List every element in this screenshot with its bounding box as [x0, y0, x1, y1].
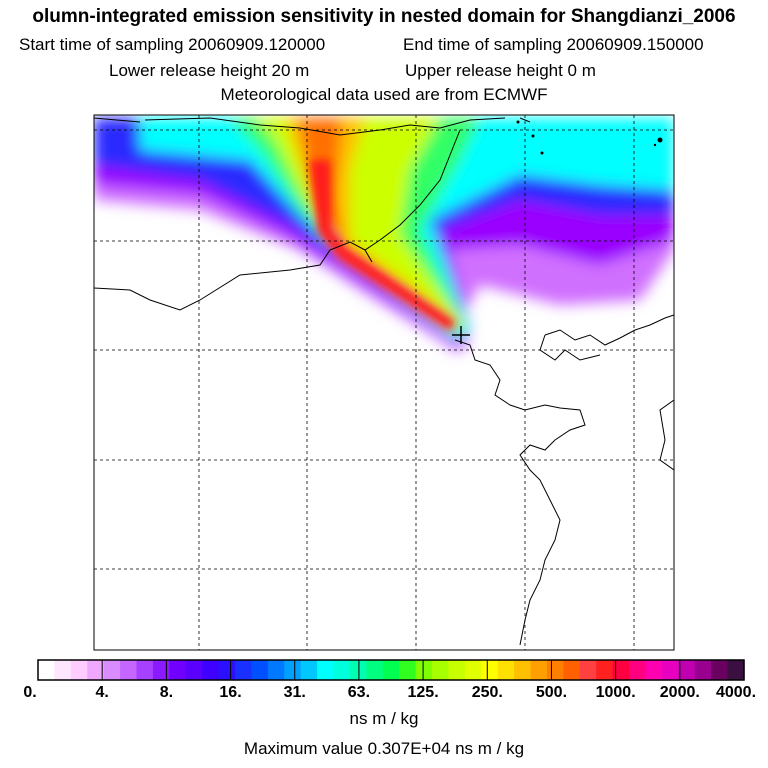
islands [516, 120, 663, 155]
legend-swatch [629, 660, 647, 680]
legend-swatch [169, 660, 187, 680]
legend-swatch [54, 660, 72, 680]
legend-swatch [694, 660, 712, 680]
legend-tick-label: 4. [95, 684, 109, 701]
legend-swatch [235, 660, 253, 680]
legend-swatch [152, 660, 170, 680]
legend-tick-lines [101, 660, 681, 680]
map-frame [93, 114, 675, 651]
legend-swatch [415, 660, 433, 680]
legend-tick-label: 125. [407, 684, 439, 701]
legend-swatch [514, 660, 532, 680]
legend-tick-label: 1000. [595, 684, 636, 701]
color-legend [37, 659, 745, 681]
legend-units-label: ns m / kg [349, 709, 419, 728]
legend-tick-label: 31. [283, 684, 306, 701]
legend-swatch [70, 660, 88, 680]
legend-swatch [136, 660, 154, 680]
legend-swatch [563, 660, 581, 680]
legend-swatch [38, 660, 56, 680]
legend-swatch [251, 660, 269, 680]
legend-swatch [579, 660, 597, 680]
legend-swatch [711, 660, 729, 680]
end-time-label: End time of sampling 20060909.150000 [403, 35, 704, 54]
legend-tick-label: 4000. [715, 684, 757, 701]
legend-swatch [103, 660, 121, 680]
legend-swatch [546, 660, 564, 680]
legend-swatches [38, 660, 745, 680]
legend-swatch [202, 660, 220, 680]
legend-tick-label: 500. [535, 684, 568, 701]
legend-swatch [317, 660, 335, 680]
legend-swatch [678, 660, 696, 680]
legend-swatch [284, 660, 302, 680]
legend-tick-label: 16. [219, 684, 242, 701]
legend-swatch [432, 660, 450, 680]
legend-swatch [333, 660, 351, 680]
legend-swatch [448, 660, 466, 680]
lower-release-height-label: Lower release height 20 m [109, 61, 310, 80]
legend-swatch [382, 660, 400, 680]
coastlines [94, 117, 674, 646]
lat-lon-grid [94, 115, 674, 650]
legend-swatch [267, 660, 285, 680]
legend-swatch [218, 660, 236, 680]
legend-swatch [300, 660, 318, 680]
plume-red-core [310, 160, 455, 330]
legend-tick-label: 8. [159, 684, 174, 701]
maximum-value-label: Maximum value 0.307E+04 ns m / kg [243, 739, 525, 758]
legend-swatch [497, 660, 515, 680]
legend-tick-label: 63. [347, 684, 371, 701]
legend-swatch [87, 660, 105, 680]
legend-swatch [612, 660, 630, 680]
legend-frame [37, 659, 745, 681]
plume-orange [298, 118, 452, 326]
sensitivity-field [94, 115, 674, 650]
upper-release-height-label: Upper release height 0 m [405, 61, 596, 80]
legend-swatch [596, 660, 614, 680]
plot-title: olumn-integrated emission sensitivity in… [32, 6, 736, 27]
legend-swatch [120, 660, 138, 680]
legend-swatch [530, 660, 548, 680]
legend-swatch [366, 660, 384, 680]
legend-swatch [185, 660, 203, 680]
legend-swatch [645, 660, 663, 680]
legend-swatch [481, 660, 499, 680]
legend-swatch [464, 660, 482, 680]
legend-tick-label: 0. [23, 684, 37, 701]
legend-tick-label: 250. [471, 684, 503, 701]
start-time-label: Start time of sampling 20060909.120000 [19, 35, 326, 54]
legend-swatch [727, 660, 745, 680]
legend-swatch [661, 660, 679, 680]
meteorological-data-label: Meteorological data used are from ECMWF [220, 85, 548, 104]
plus-marker-icon [452, 326, 470, 344]
legend-swatch [399, 660, 417, 680]
legend-tick-label: 2000. [659, 684, 700, 701]
